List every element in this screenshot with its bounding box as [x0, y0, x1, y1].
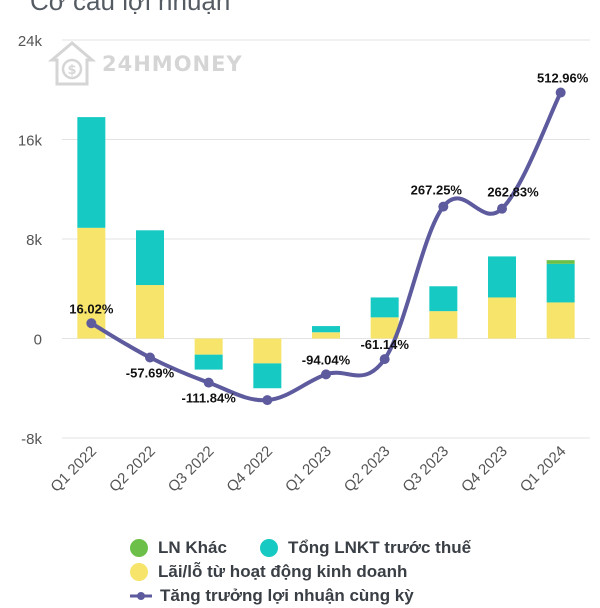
bar-lai-lo — [136, 285, 164, 339]
growth-labels: 16.02% -57.69% -111.84% -94.04% -61.14% 267.2… — [69, 71, 588, 406]
growth-data-label: 16.02% — [69, 301, 114, 316]
x-tick-label: Q3 2023 — [399, 443, 452, 496]
y-tick-label: 16k — [18, 133, 43, 150]
x-axis-ticks: Q1 2022 Q2 2022 Q3 2022 Q4 2022 Q1 2023 Q2 20… — [47, 443, 569, 496]
legend-label-lai-lo: Lãi/lỗ từ hoạt động kinh doanh — [158, 562, 408, 581]
y-tick-label: -8k — [21, 431, 42, 448]
bar-ln-khac — [546, 260, 575, 264]
growth-point — [86, 318, 97, 329]
legend-item-tong-lnkt[interactable]: Tổng LNKT trước thuế — [260, 538, 471, 558]
legend-label-growth: Tăng trưởng lợi nhuận cùng kỳ — [160, 586, 414, 605]
bar-lai-lo — [194, 338, 223, 355]
bar-tong-lnkt — [429, 286, 458, 312]
bar-tong-lnkt — [488, 256, 516, 298]
x-tick-label: Q4 2022 — [223, 443, 276, 496]
money-house-icon: $ — [48, 41, 96, 86]
bar-lai-lo — [429, 311, 458, 339]
legend-swatch-ln-khac — [130, 539, 148, 557]
x-tick-label: Q2 2022 — [106, 443, 159, 496]
legend-swatch-tong-lnkt — [260, 539, 278, 557]
watermark-logo: $ 24HMONEY — [48, 40, 243, 88]
x-tick-label: Q2 2023 — [341, 443, 394, 496]
profit-structure-chart: -8k 0 8k 16k 24k 16.02% -57.69% -111.84% -94.04… — [18, 33, 590, 496]
bar-tong-lnkt — [546, 263, 575, 303]
y-axis-ticks: -8k 0 8k 16k 24k — [18, 33, 43, 448]
bar-tong-lnkt — [312, 326, 340, 333]
growth-point — [379, 354, 390, 365]
growth-data-label: -111.84% — [182, 391, 237, 406]
growth-point — [145, 352, 155, 363]
y-tick-label: 8k — [26, 232, 42, 249]
legend-item-growth[interactable]: Tăng trưởng lợi nhuận cùng kỳ — [130, 586, 414, 606]
y-tick-label: 0 — [34, 332, 42, 349]
bar-lai-lo — [488, 297, 516, 339]
growth-data-label: 262.83% — [487, 185, 539, 200]
x-tick-label: Q3 2022 — [165, 443, 218, 496]
growth-point — [262, 395, 273, 406]
growth-line-path — [90, 91, 563, 403]
bar-tong-lnkt — [370, 297, 399, 318]
growth-data-label: -57.69% — [126, 365, 175, 380]
svg-text:$: $ — [67, 63, 76, 78]
chart-title: Cơ cấu lợi nhuận — [30, 0, 231, 16]
growth-point — [555, 87, 566, 98]
legend-swatch-growth — [130, 592, 152, 600]
watermark-text: 24HMONEY — [102, 52, 243, 76]
x-tick-label: Q1 2023 — [282, 443, 335, 496]
legend-swatch-lai-lo — [130, 563, 148, 581]
bar-tong-lnkt — [253, 363, 282, 389]
growth-point — [321, 369, 331, 380]
bar-lai-lo — [370, 317, 399, 339]
growth-data-label: -61.14% — [360, 337, 409, 352]
bar-lai-lo — [312, 332, 340, 339]
x-tick-label: Q4 2023 — [458, 443, 511, 496]
bars — [77, 117, 575, 389]
x-tick-label: Q1 2024 — [517, 443, 570, 496]
legend-label-ln-khac: LN Khác — [158, 538, 227, 557]
bar-tong-lnkt — [194, 354, 223, 370]
bar-tong-lnkt — [136, 230, 164, 286]
legend-item-lai-lo[interactable]: Lãi/lỗ từ hoạt động kinh doanh — [130, 562, 407, 582]
growth-point — [203, 377, 214, 388]
growth-point — [497, 203, 507, 214]
bar-lai-lo — [546, 302, 575, 339]
bar-tong-lnkt — [77, 117, 106, 228]
legend-label-tong-lnkt: Tổng LNKT trước thuế — [288, 538, 472, 557]
growth-data-label: 267.25% — [411, 183, 463, 198]
bar-lai-lo — [253, 338, 282, 364]
growth-point — [438, 201, 449, 212]
chart-legend: LN Khác Tổng LNKT trước thuế Lãi/lỗ từ h… — [130, 536, 550, 608]
x-tick-label: Q1 2022 — [47, 443, 100, 496]
growth-line — [86, 87, 566, 406]
legend-item-ln-khac[interactable]: LN Khác — [130, 538, 260, 558]
growth-data-label: -94.04% — [302, 352, 351, 367]
growth-data-label: 512.96% — [537, 71, 589, 86]
y-tick-label: 24k — [18, 33, 43, 50]
